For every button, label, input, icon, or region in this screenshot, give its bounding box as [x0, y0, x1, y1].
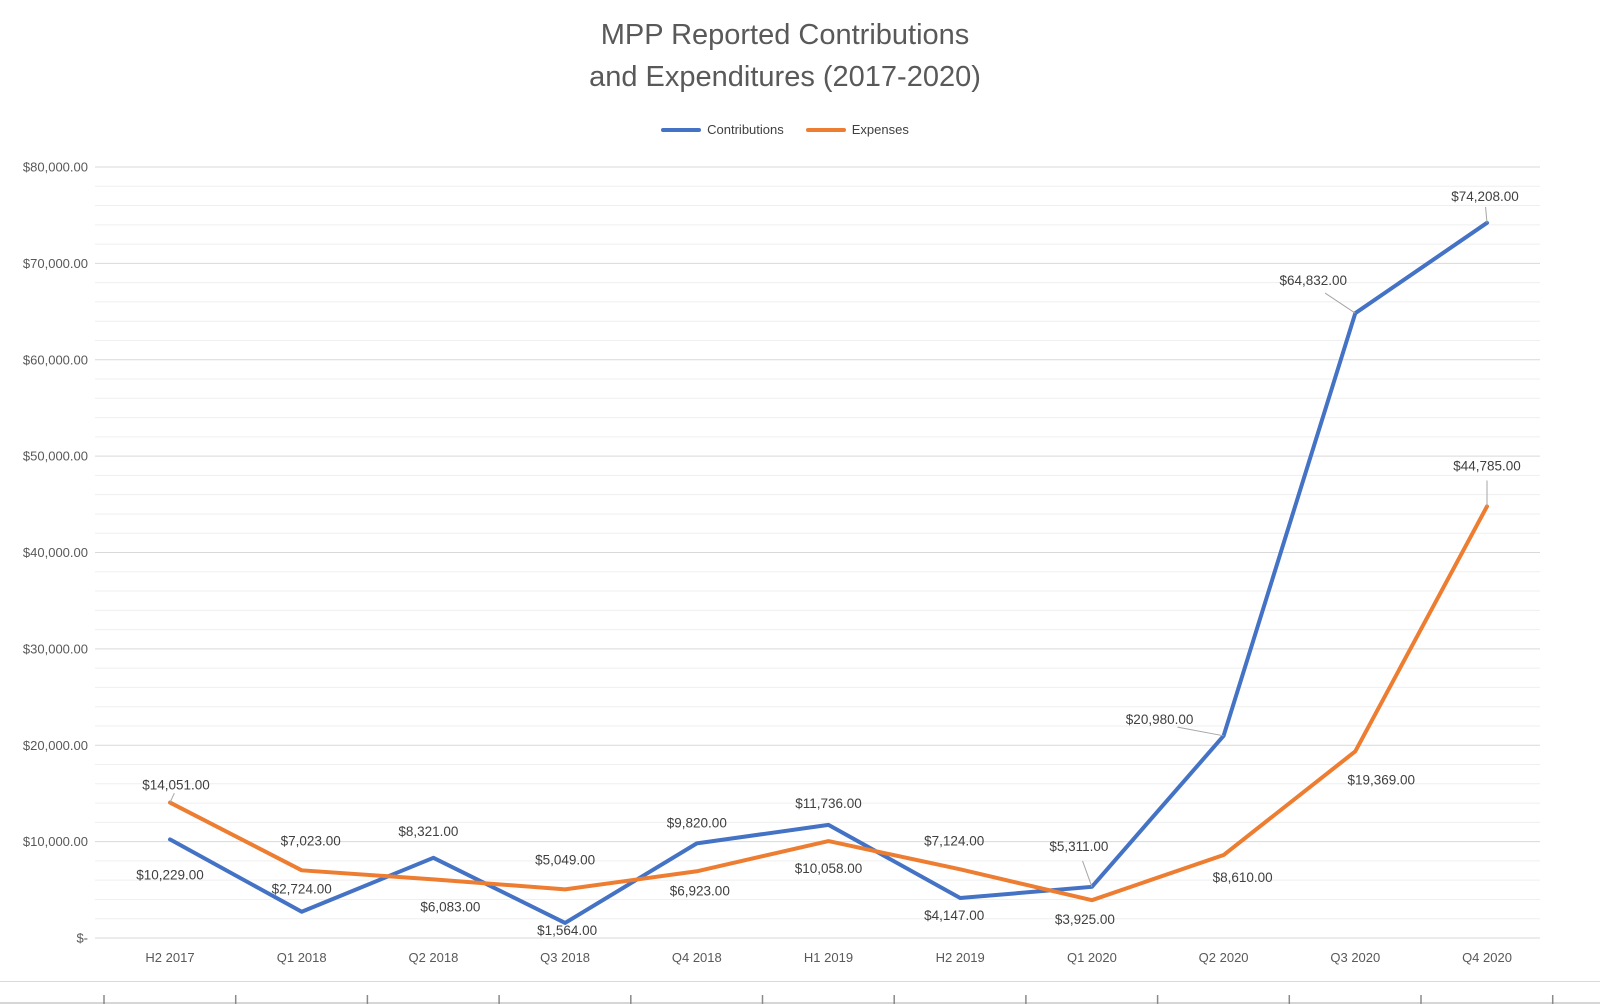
data-label: $1,564.00: [537, 923, 597, 938]
y-axis-tick-label: $60,000.00: [23, 352, 88, 367]
data-label-leader-line: [169, 793, 175, 803]
data-label: $3,925.00: [1055, 912, 1115, 927]
chart-title: MPP Reported Contributions and Expenditu…: [0, 14, 1570, 98]
y-axis-tick-label: $-: [76, 931, 88, 946]
y-axis-tick-label: $20,000.00: [23, 738, 88, 753]
x-axis-category-label: Q3 2020: [1330, 950, 1380, 965]
data-label: $7,023.00: [281, 833, 341, 848]
data-label: $20,980.00: [1126, 712, 1194, 727]
data-label: $19,369.00: [1348, 772, 1416, 787]
legend-label-expenses: Expenses: [851, 122, 909, 137]
x-axis-category-label: Q2 2018: [408, 950, 458, 965]
y-axis-tick-label: $30,000.00: [23, 641, 88, 656]
data-label: $2,724.00: [272, 882, 332, 897]
legend-label-contributions: Contributions: [707, 122, 784, 137]
data-label: $10,229.00: [136, 867, 204, 882]
data-label: $8,610.00: [1213, 870, 1273, 885]
x-axis-category-label: H2 2017: [145, 950, 194, 965]
contributions-line-swatch-icon: [661, 127, 702, 132]
chart-legend: Contributions Expenses: [0, 122, 1570, 137]
series-line-expenses: [168, 504, 1489, 903]
y-axis-tick-label: $50,000.00: [23, 449, 88, 464]
x-axis-category-label: H1 2019: [804, 950, 853, 965]
x-axis-category-label: Q2 2020: [1199, 950, 1249, 965]
data-label: $7,124.00: [924, 833, 984, 848]
y-axis-tick-label: $10,000.00: [23, 834, 88, 849]
data-label: $14,051.00: [142, 778, 210, 793]
data-label: $4,147.00: [924, 908, 984, 923]
series-line-contributions: [168, 220, 1489, 925]
data-label: $44,785.00: [1453, 458, 1521, 473]
data-label: $5,049.00: [535, 852, 595, 867]
x-axis-category-label: H2 2019: [936, 950, 985, 965]
legend-item-contributions: Contributions: [661, 122, 784, 137]
x-axis-category-label: Q1 2020: [1067, 950, 1117, 965]
data-label: $8,321.00: [398, 824, 458, 839]
data-label-leader-line: [1082, 860, 1093, 887]
x-axis-category-label: Q3 2018: [540, 950, 590, 965]
y-axis-tick-label: $80,000.00: [23, 160, 88, 175]
data-label: $5,311.00: [1049, 839, 1108, 854]
data-label-leader-line: [1324, 292, 1356, 314]
chart-title-line-2: and Expenditures (2017-2020): [589, 61, 981, 94]
x-axis-category-label: Q1 2018: [277, 950, 327, 965]
data-label: $9,820.00: [667, 815, 727, 830]
data-label-leader-line: [1485, 206, 1488, 223]
data-label: $11,736.00: [795, 796, 862, 811]
data-label: $74,208.00: [1451, 189, 1519, 204]
y-axis-tick-label: $70,000.00: [23, 256, 88, 271]
data-label: $6,923.00: [670, 883, 730, 898]
data-label: $6,083.00: [420, 899, 480, 914]
expenses-line-swatch-icon: [805, 127, 846, 132]
x-axis-category-label: Q4 2020: [1462, 950, 1512, 965]
data-label: $64,832.00: [1280, 273, 1348, 288]
legend-item-expenses: Expenses: [805, 122, 909, 137]
chart-title-line-1: MPP Reported Contributions: [600, 19, 970, 51]
y-axis-tick-label: $40,000.00: [23, 545, 88, 560]
data-label-leader-line: [1177, 726, 1224, 737]
x-axis-category-label: Q4 2018: [672, 950, 722, 965]
data-label: $10,058.00: [795, 861, 863, 876]
